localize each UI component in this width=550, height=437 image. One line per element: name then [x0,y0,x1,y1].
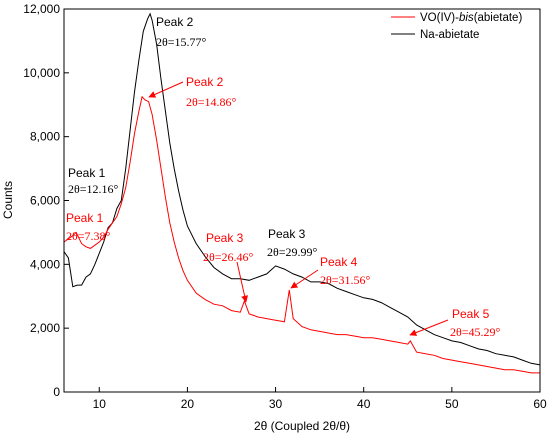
peak4-red-arrow [290,269,319,289]
x-tick-label: 10 [93,397,107,411]
peak2-red-arrow [148,81,184,98]
peak5-red-value: 2θ=45.29° [450,325,501,339]
y-axis: 0 2,000 4,000 6,000 8,000 10,000 12,000 [23,2,69,399]
y-axis-label: Counts [1,181,15,219]
peak1-red-name: Peak 1 [66,211,104,225]
x-tick-label: 50 [445,397,459,411]
peak5-red-name: Peak 5 [452,307,490,321]
annotations: Peak 2 2θ=15.77° Peak 2 2θ=14.86° Peak 1… [66,15,501,339]
series-line-na-abietate [63,12,541,366]
peak3-black-name: Peak 3 [268,227,306,241]
peak2-red-name: Peak 2 [186,75,224,89]
x-tick-label: 60 [533,397,547,411]
peak2-black-value: 2θ=15.77° [156,35,207,49]
peak3-red-value: 2θ=26.46° [203,250,254,264]
legend-label-red: VO(IV)-bis(abietate) [420,12,522,24]
peak1-black-value: 2θ=12.16° [68,182,119,196]
peak3-red-name: Peak 3 [206,231,244,245]
y-tick-label: 10,000 [23,66,60,80]
x-axis: 10 20 30 40 50 60 [93,387,547,411]
y-tick-label: 4,000 [30,257,60,271]
y-tick-label: 12,000 [23,2,60,16]
x-tick-label: 20 [181,397,195,411]
legend: VO(IV)-bis(abietate) Na-abietate [391,12,522,41]
y-tick-label: 2,000 [30,321,60,335]
peak1-black-name: Peak 1 [68,166,106,180]
y-tick-label: 6,000 [30,194,60,208]
y-tick-label: 8,000 [30,130,60,144]
y-tick-label: 0 [53,385,60,399]
peak2-black-name: Peak 2 [156,15,194,29]
peak1-red-value: 2θ=7.38° [66,229,111,243]
peak4-red-value: 2θ=31.56° [320,273,371,287]
peak3-black-value: 2θ=29.99° [267,245,318,259]
legend-label-black: Na-abietate [420,29,479,41]
x-tick-label: 30 [269,397,283,411]
peak5-red-arrow [409,319,449,336]
x-axis-label: 2θ (Coupled 2θ/θ) [254,419,350,433]
peak3-red-arrow [236,261,249,303]
peak2-red-value: 2θ=14.86° [186,95,237,109]
x-tick-label: 40 [357,397,371,411]
peak4-red-name: Peak 4 [320,255,358,269]
